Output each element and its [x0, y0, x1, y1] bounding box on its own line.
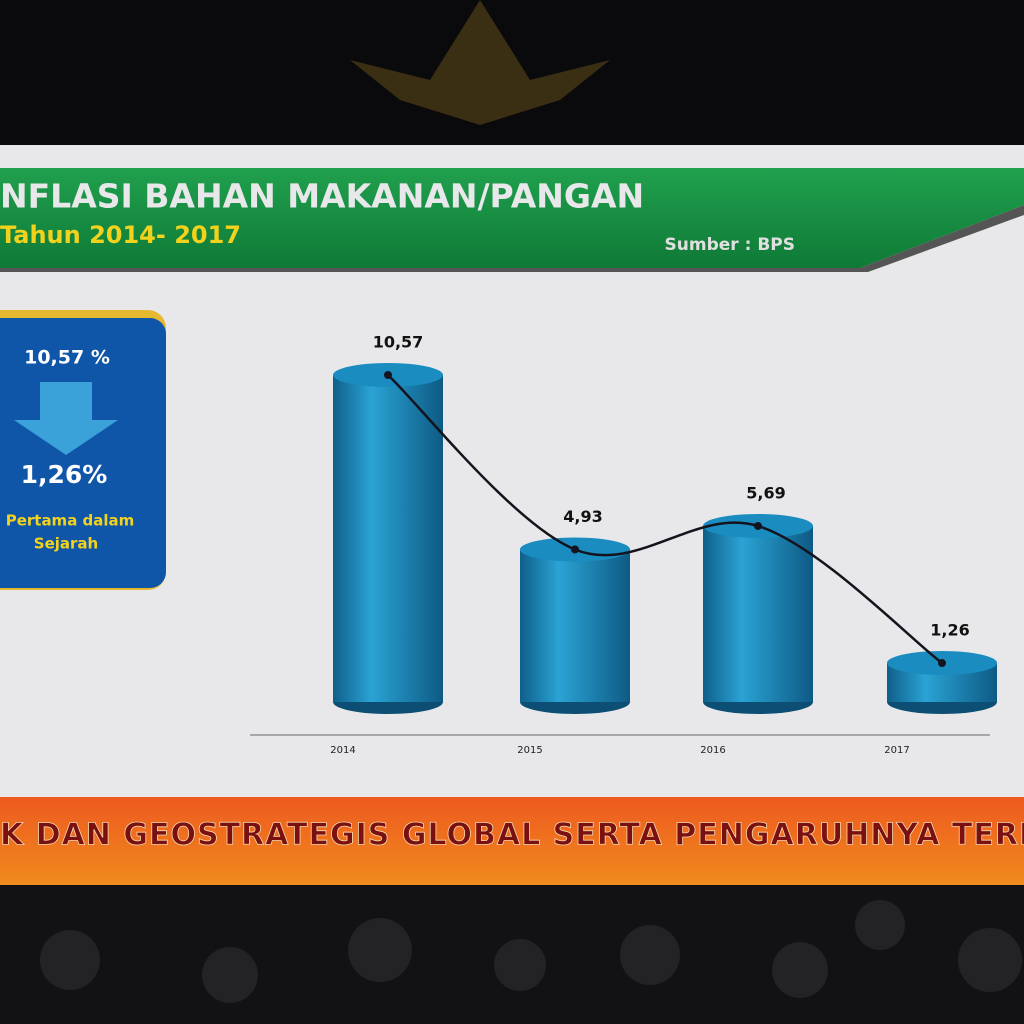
x-tick-label: 2015: [517, 745, 542, 756]
data-label: 10,57: [373, 333, 424, 352]
x-tick-label: 2014: [330, 745, 355, 756]
trend-point: [938, 659, 946, 668]
banner-text: K DAN GEOSTRATEGIS GLOBAL SERTA PENGARUH…: [0, 818, 1024, 853]
source: Sumber : BPS: [665, 235, 795, 255]
x-tick-label: 2016: [700, 745, 725, 756]
side-from: 10,57 %: [24, 347, 110, 369]
data-label: 5,69: [746, 483, 785, 502]
plot: 2014 10,57 2015 4,93 2016 5,69 2017 1,26: [330, 333, 997, 756]
trend-point: [754, 521, 762, 530]
banner: [0, 797, 1024, 885]
emblem: [350, 0, 610, 125]
data-label: 1,26: [930, 621, 969, 640]
header-band: [0, 168, 1024, 268]
data-label: 4,93: [563, 507, 602, 526]
bar: [703, 525, 813, 702]
trend-point: [571, 545, 579, 554]
down-arrow: [14, 382, 118, 455]
x-tick-label: 2017: [884, 745, 909, 756]
side-note: Pertama dalam: [6, 512, 135, 530]
slide-subtitle: Tahun 2014- 2017: [0, 221, 241, 249]
bar: [333, 375, 443, 702]
trend-line: [387, 374, 943, 665]
audience-heads: [40, 900, 1022, 1003]
slide-title: NFLASI BAHAN MAKANAN/PANGAN: [0, 177, 644, 216]
side-to: 1,26%: [21, 460, 108, 489]
bar: [520, 549, 630, 702]
side-note: Sejarah: [34, 535, 98, 553]
trend-point: [384, 371, 392, 379]
